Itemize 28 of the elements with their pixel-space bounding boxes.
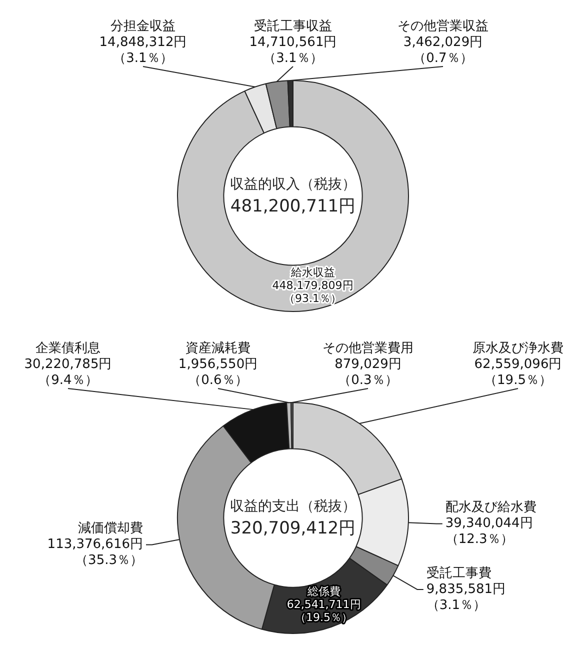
slice-label: その他営業費用 xyxy=(322,340,414,356)
slice-label: 分担金収益 xyxy=(110,18,176,34)
text: 収益的支出（税抜） xyxy=(230,498,356,515)
slice-label: 配水及び給水費 xyxy=(445,500,536,516)
text: 収益的収入（税抜） xyxy=(230,176,356,193)
slice-label: 減価償却費 xyxy=(78,521,144,536)
data-label: 3,462,029円（0.7％） xyxy=(403,34,483,66)
data-label: 62,541,711円（19.5％） xyxy=(286,598,361,624)
data-label: 1,956,550円（0.6％） xyxy=(178,356,258,388)
data-label: 448,179,809円（93.1％） xyxy=(272,279,354,306)
slice-label: 受託工事費 xyxy=(426,566,492,581)
data-label: 30,220,785円（9.4％） xyxy=(24,356,112,388)
text: 320,709,412円 xyxy=(230,518,356,538)
data-label: 879,029円（0.3％） xyxy=(334,356,402,388)
slice-label: 原水及び浄水費 xyxy=(472,340,564,356)
slice-label: 受託工事収益 xyxy=(254,18,332,34)
slice-label: 資産減耗費 xyxy=(186,340,250,356)
slice-label: 給水収益 xyxy=(290,266,335,280)
data-label: 62,559,096円（19.5％） xyxy=(474,356,562,388)
slice-label: 総係費 xyxy=(306,584,340,598)
data-label: 14,848,312円（3.1％） xyxy=(99,34,187,66)
data-label: 39,340,044円（12.3％） xyxy=(445,516,533,548)
data-label: 14,710,561円（3.1％） xyxy=(249,34,337,66)
data-label: 9,835,581円（3.1％） xyxy=(426,582,506,613)
text: 481,200,711円 xyxy=(230,196,356,216)
data-label: 113,376,616円（35.3％） xyxy=(47,537,144,568)
slice-label: 企業債利息 xyxy=(36,340,100,356)
slice-label: その他営業収益 xyxy=(398,18,488,34)
